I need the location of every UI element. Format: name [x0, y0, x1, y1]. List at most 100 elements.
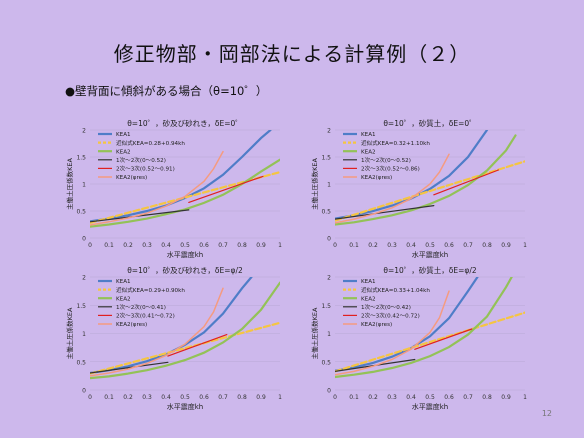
x-tick-label: 0: [333, 242, 337, 249]
x-axis-label: 水平震度kh: [412, 402, 449, 411]
series-line-5: [90, 150, 224, 226]
series-line-4: [414, 328, 473, 350]
x-tick-label: 0.8: [482, 394, 492, 401]
legend-label: KEA2(φres): [361, 322, 392, 328]
legend-label: 2次～3次(0.52～0.86): [361, 165, 420, 173]
x-tick-label: 0.6: [199, 394, 209, 401]
y-tick-label: 1.5: [321, 155, 331, 162]
y-tick-label: 1: [82, 331, 86, 338]
x-tick-label: 0.6: [444, 394, 454, 401]
legend-label: KEA2: [361, 296, 376, 302]
series-line-1: [335, 311, 525, 373]
legend-label: 近似式KEA=0.33+1.04kh: [361, 286, 430, 294]
x-tick-label: 0.5: [425, 394, 435, 401]
x-tick-label: 0.2: [368, 394, 378, 401]
y-tick-label: 0.5: [321, 209, 331, 216]
y-tick-label: 1.5: [76, 303, 86, 310]
x-tick-label: 0.1: [104, 394, 114, 401]
legend-label: 2次～3次(0.42～0.72): [361, 312, 420, 320]
chart-title: θ=10゜，砂質土，δE=φ/2: [383, 265, 477, 275]
x-axis-label: 水平震度kh: [167, 402, 204, 411]
chart-title: θ=10゜，砂及び砂れき，δE=φ/2: [127, 265, 243, 275]
y-tick-label: 0: [327, 236, 331, 243]
x-tick-label: 0.2: [368, 242, 378, 249]
chart-title: θ=10゜，砂質土，δE=0゜: [383, 118, 476, 128]
x-axis-label: 水平震度kh: [412, 250, 449, 259]
y-tick-label: 2: [82, 275, 86, 282]
series-line-2: [335, 277, 513, 379]
legend-label: 近似式KEA=0.32+1.10kh: [361, 139, 430, 147]
legend-label: KEA1: [116, 132, 131, 138]
legend-label: KEA1: [361, 279, 376, 285]
y-tick-label: 1: [327, 182, 331, 189]
x-tick-label: 0.7: [218, 242, 228, 249]
x-tick-label: 0: [333, 394, 337, 401]
y-axis-label: 主働土圧係数KEA: [65, 158, 74, 210]
x-tick-label: 1: [523, 242, 527, 249]
legend-label: KEA2: [116, 149, 131, 155]
x-tick-label: 0.4: [161, 394, 171, 401]
x-tick-label: 1: [278, 394, 282, 401]
series-line-4: [167, 334, 228, 357]
x-tick-label: 0.8: [237, 394, 247, 401]
series-line-4: [188, 175, 264, 203]
y-tick-label: 0.5: [321, 359, 331, 366]
y-tick-label: 0.5: [76, 209, 86, 216]
chart-bottom-right: θ=10゜，砂質土，δE=φ/2 0 0.5 1 1.5 2 0 0.1 0.2 0.3 0.4 0.…: [310, 265, 527, 411]
legend-label: 2次～3次(0.41～0.72): [116, 312, 175, 320]
legend-label: KEA2: [116, 296, 131, 302]
y-tick-label: 0: [82, 236, 86, 243]
page-number: 12: [541, 409, 552, 418]
x-tick-label: 0.8: [237, 242, 247, 249]
y-tick-label: 2: [327, 275, 331, 282]
y-tick-label: 2: [82, 128, 86, 135]
series-line-2: [90, 158, 280, 228]
x-tick-label: 0.2: [123, 242, 133, 249]
y-tick-label: 0: [82, 388, 86, 395]
y-tick-label: 1.5: [76, 155, 86, 162]
x-tick-label: 0.5: [180, 394, 190, 401]
x-tick-label: 1: [278, 242, 282, 249]
x-tick-label: 1: [523, 394, 527, 401]
x-tick-label: 0.4: [161, 242, 171, 249]
series-line-1: [335, 160, 525, 222]
chart-top-left: θ=10゜，砂及び砂れき，δE=0゜ 0 0.5 1 1.5 2 0 0.1 0.2 0.3 0.4…: [65, 118, 282, 259]
x-tick-label: 0.3: [387, 394, 397, 401]
x-tick-label: 0.7: [463, 242, 473, 249]
legend-label: 1次～2次(0～0.41): [116, 303, 166, 311]
y-axis-label: 主働土圧係数KEA: [65, 307, 74, 359]
x-tick-label: 0: [88, 242, 92, 249]
series-line-4: [433, 169, 499, 196]
legend-label: 2次～3次(0.52～0.91): [116, 165, 175, 173]
slide-title: 修正物部・岡部法による計算例（２）: [113, 42, 471, 66]
legend-label: KEA2: [361, 149, 376, 155]
x-axis-label: 水平震度kh: [167, 250, 204, 259]
x-tick-label: 0.9: [501, 242, 511, 249]
x-tick-label: 0.7: [218, 394, 228, 401]
y-tick-label: 1.5: [321, 303, 331, 310]
legend-label: KEA2(φres): [116, 175, 147, 181]
series-line-0: [335, 277, 479, 372]
legend-label: 近似式KEA=0.28+0.94kh: [116, 139, 185, 147]
series-line-2: [90, 281, 280, 380]
legend-label: 1次～2次(0～0.42): [361, 303, 411, 311]
x-tick-label: 0.3: [142, 394, 152, 401]
chart-bottom-left: θ=10゜，砂及び砂れき，δE=φ/2 0 0.5 1 1.5 2 0 0.1 0.2 0.3 0.…: [65, 265, 282, 411]
slide-subtitle: ●壁背面に傾斜がある場合（θ=10゜）: [65, 84, 268, 98]
x-tick-label: 0.7: [463, 394, 473, 401]
x-tick-label: 0.6: [199, 242, 209, 249]
legend-label: KEA2(φres): [361, 175, 392, 181]
series-line-3: [335, 205, 435, 220]
series-line-1: [90, 321, 280, 375]
chart-top-right: θ=10゜，砂質土，δE=0゜ 0 0.5 1 1.5 2 0 0.1 0.2 0.3 0.4 0.5…: [310, 118, 527, 259]
x-tick-label: 0.1: [104, 242, 114, 249]
series-line-5: [90, 287, 224, 377]
y-tick-label: 0.5: [76, 359, 86, 366]
y-axis-label: 主働土圧係数KEA: [310, 158, 319, 210]
x-tick-label: 0.9: [256, 242, 266, 249]
legend-label: KEA2(φres): [116, 322, 147, 328]
chart-title: θ=10゜，砂及び砂れき，δE=0゜: [127, 118, 243, 128]
x-tick-label: 0.2: [123, 394, 133, 401]
x-tick-label: 0.5: [180, 242, 190, 249]
y-tick-label: 1: [82, 182, 86, 189]
